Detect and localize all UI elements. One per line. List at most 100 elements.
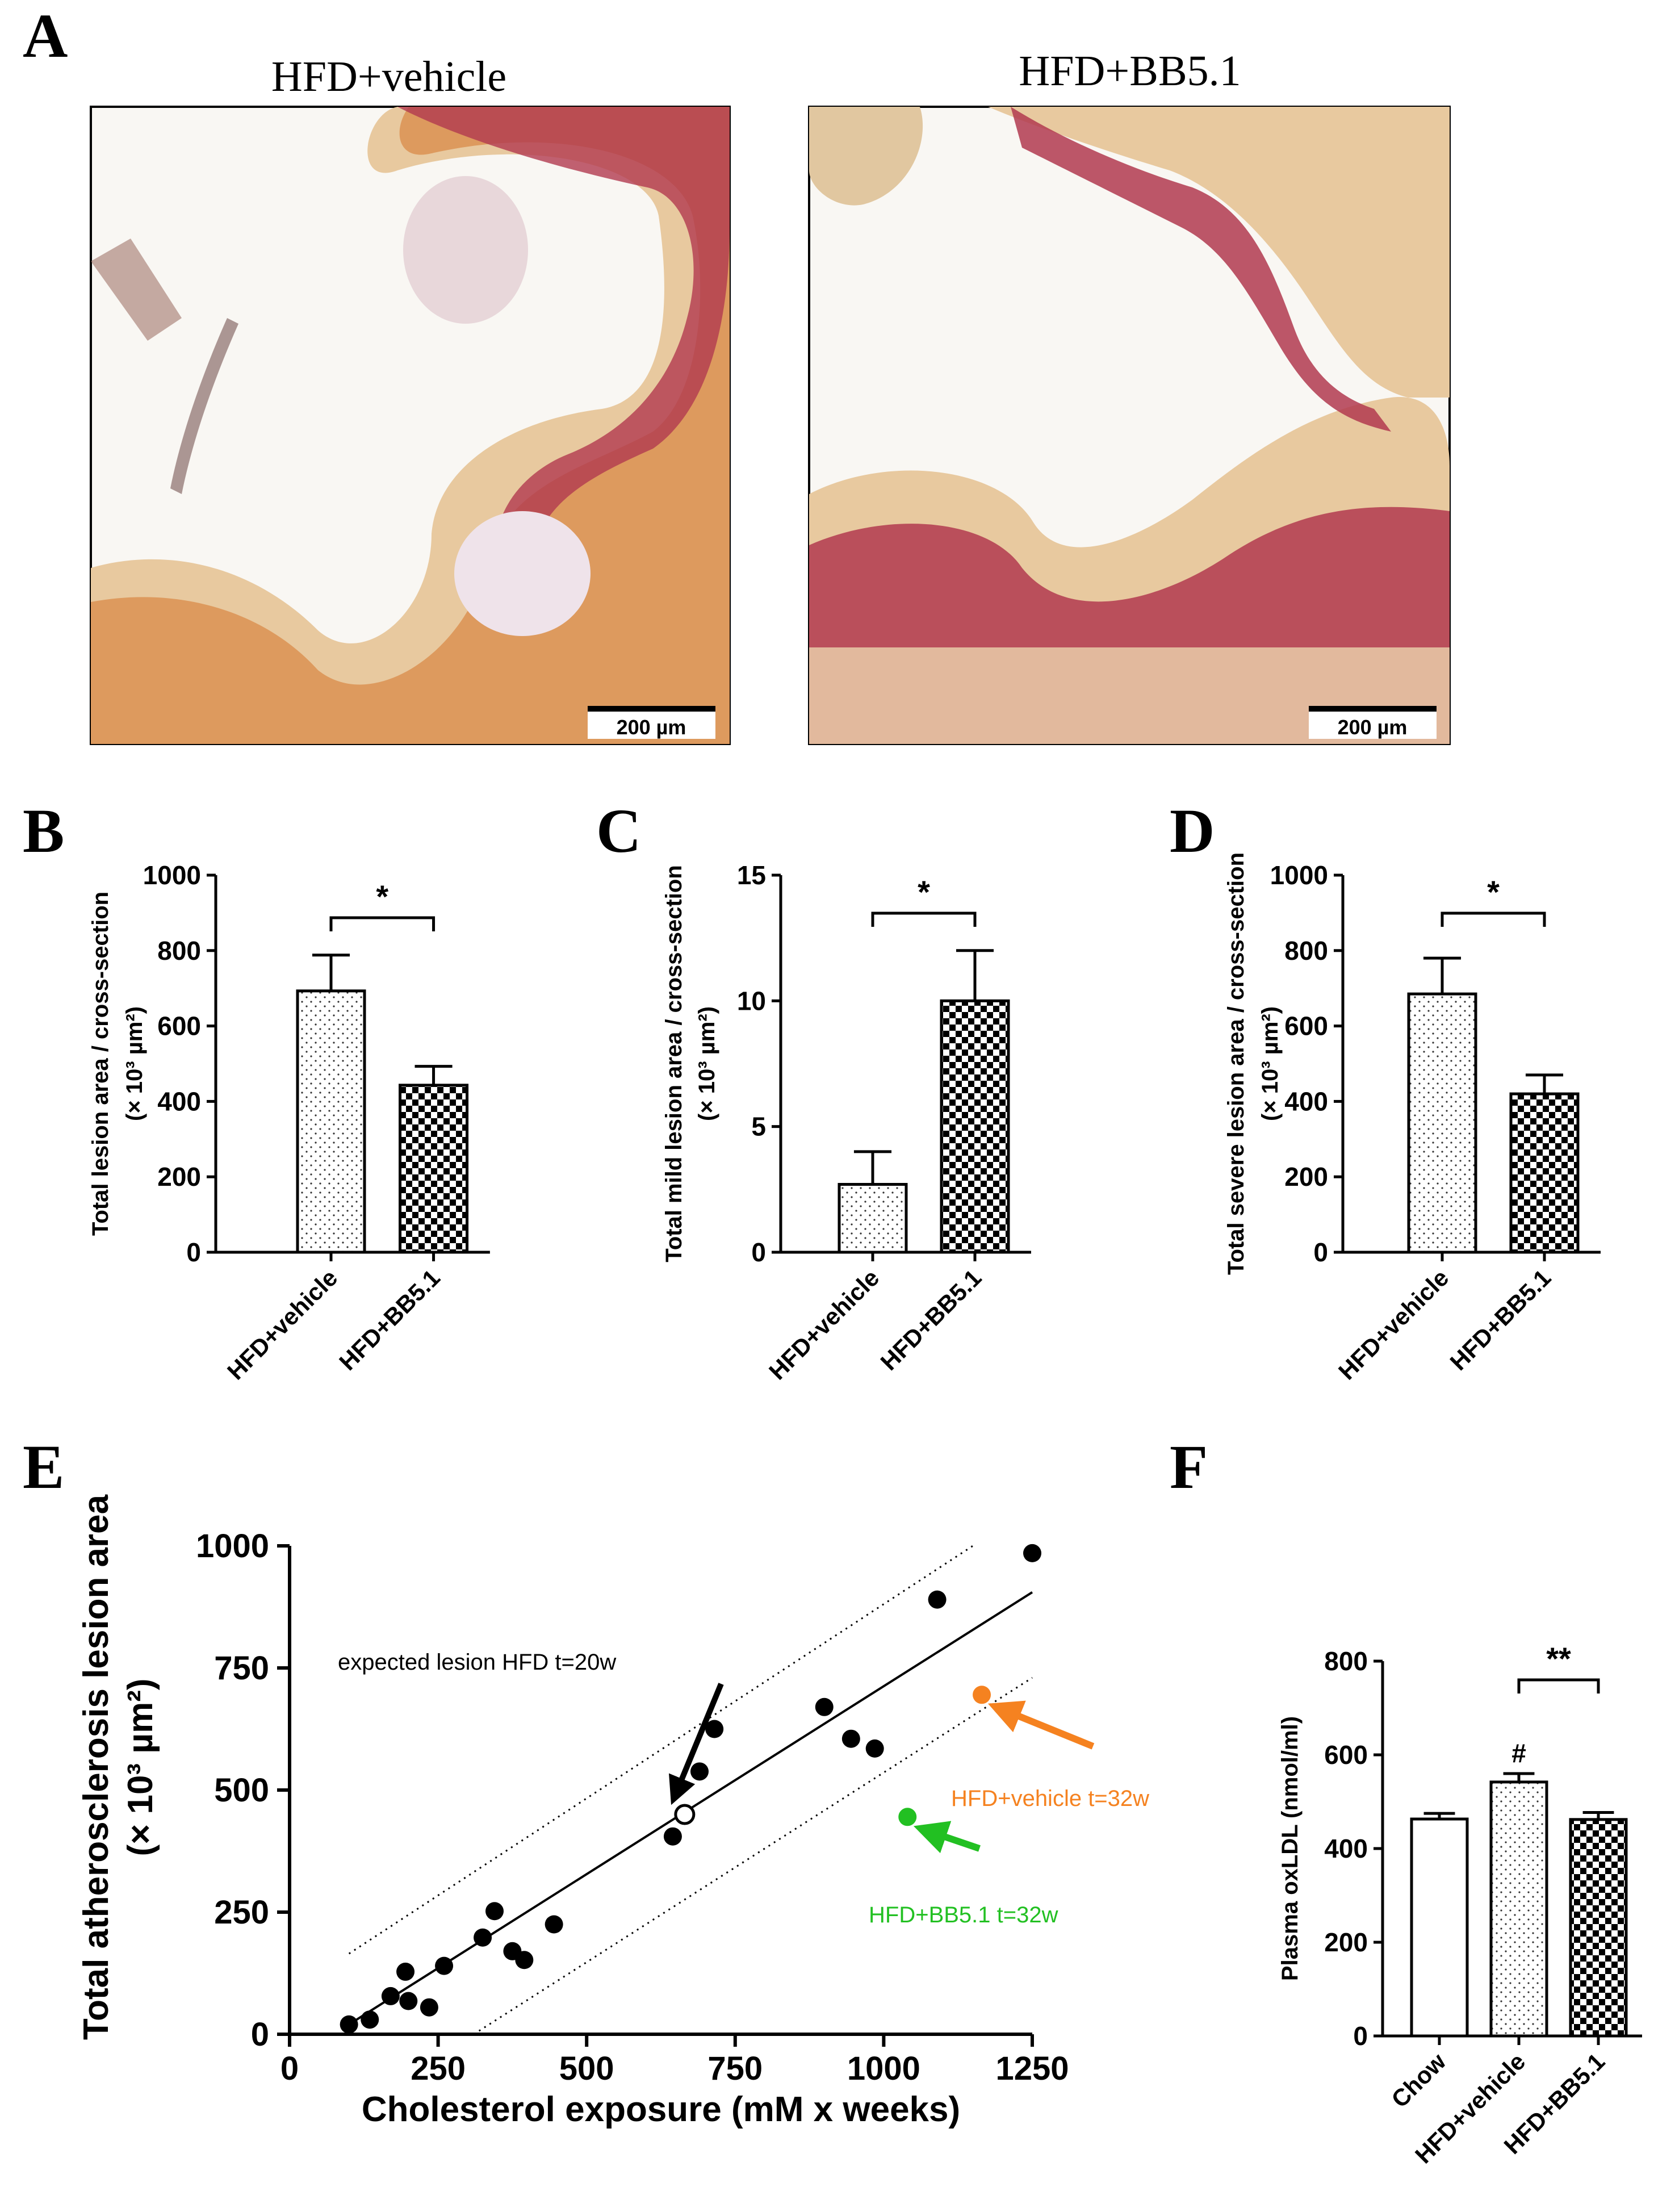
panel-d-letter: D (1170, 796, 1215, 865)
bar (1569, 1818, 1628, 2038)
panel-c-letter: C (596, 796, 641, 865)
panel-b-letter: B (23, 796, 64, 865)
significance-bracket (1441, 911, 1546, 927)
y-tick-label: 0 (1313, 1237, 1328, 1267)
data-point (865, 1739, 884, 1758)
y-axis-label: Total severe lesion area / cross-section (1224, 852, 1249, 1275)
data-point (420, 1998, 438, 2017)
annotation-arrow-expected (668, 1683, 724, 1805)
y-tick-label: 200 (157, 1162, 201, 1191)
significance-bracket (1517, 1678, 1600, 1694)
x-axis-label: Cholesterol exposure (mM x weeks) (362, 2090, 960, 2129)
data-point (515, 1951, 534, 1970)
data-point (841, 1729, 860, 1748)
significance-label: ** (1546, 1641, 1571, 1676)
data-point (381, 1987, 400, 2005)
y-axis-label: Plasma oxLDL (nmol/ml) (1278, 1716, 1303, 1981)
x-tick-label: 1000 (847, 2050, 920, 2087)
y-tick-label: 5 (751, 1112, 766, 1141)
data-point (435, 1956, 454, 1975)
highlight-point-vehicle (973, 1686, 991, 1704)
data-point (1023, 1544, 1041, 1562)
x-tick-label: 1250 (995, 2050, 1069, 2087)
y-tick-label: 600 (1324, 1740, 1368, 1770)
data-point (663, 1827, 682, 1846)
annotation-expected-lesion: expected lesion HFD t=20w (338, 1650, 616, 1675)
x-tick-label: 250 (411, 2050, 466, 2087)
data-point (928, 1590, 947, 1609)
x-tick-label: 0 (280, 2050, 299, 2087)
band-lower-line (473, 1676, 1033, 2035)
chart-panel-b: 0 200 400 600 800 1000 Total lesion area / cro… (88, 860, 490, 1385)
bar (296, 989, 366, 1254)
bar (1489, 1780, 1548, 2038)
histology-image-vehicle: 200 µm (90, 106, 731, 745)
y-axis-unit: (× 10³ µm²) (1258, 1006, 1283, 1121)
significance-bracket (329, 916, 436, 931)
y-tick-label: 750 (214, 1650, 269, 1687)
significance-label: * (918, 874, 930, 910)
y-axis-label: Total mild lesion area / cross-section (661, 865, 686, 1262)
y-tick-label: 200 (1324, 1927, 1368, 1957)
chart-panel-e: 0 250 500 750 1000 0 250 500 750 1000 1250 Choleste… (77, 1494, 1149, 2129)
y-tick-label: 1000 (143, 860, 201, 890)
y-tick-label: 1000 (196, 1528, 269, 1565)
y-tick-label: 10 (737, 986, 766, 1015)
y-tick-label: 600 (1284, 1011, 1328, 1041)
y-tick-label: 800 (1284, 936, 1328, 965)
x-tick-label: 750 (707, 2050, 763, 2087)
annotation-arrow-vehicle (987, 1700, 1095, 1750)
scalebar-label-vehicle: 200 µm (617, 716, 686, 739)
y-tick-label: 0 (251, 2016, 269, 2053)
y-axis-label: Total atherosclerosis lesion area (77, 1494, 116, 2040)
bar (1407, 992, 1477, 1254)
category-label: Chow (1386, 2048, 1451, 2113)
bar (399, 1084, 469, 1254)
y-axis-unit: (× 10³ µm²) (122, 1006, 147, 1121)
y-tick-label: 800 (157, 936, 201, 965)
histology-image-bb51: 200 µm (808, 106, 1451, 745)
scalebar-label-bb51: 200 µm (1338, 716, 1408, 739)
annotation-arrow-bb51 (913, 1821, 981, 1854)
y-tick-label: 400 (1284, 1086, 1328, 1116)
data-point (815, 1697, 834, 1716)
category-label: HFD+BB5.1 (334, 1264, 445, 1375)
y-tick-label: 200 (1284, 1162, 1328, 1191)
category-label: HFD+BB5.1 (1445, 1264, 1556, 1375)
y-tick-label: 400 (157, 1086, 201, 1116)
chart-panel-d: 0 200 400 600 800 1000 Total severe lesion are… (1224, 852, 1601, 1385)
bar (940, 999, 1010, 1254)
y-tick-label: 500 (214, 1772, 269, 1809)
group-mark-label: # (1511, 1738, 1526, 1768)
bar (838, 1182, 908, 1254)
expected-point (674, 1804, 696, 1825)
data-point (545, 1915, 563, 1934)
x-tick-label: 500 (559, 2050, 614, 2087)
bar (1509, 1092, 1580, 1254)
annotation-bb51-label: HFD+BB5.1 t=32w (869, 1902, 1058, 1927)
annotation-vehicle-label: HFD+vehicle t=32w (951, 1786, 1149, 1811)
panel-a-letter: A (23, 1, 68, 70)
y-tick-label: 250 (214, 1894, 269, 1931)
y-tick-label: 0 (186, 1237, 201, 1267)
panel-a: A HFD+vehicle HFD+BB5.1 200 µm (23, 1, 1451, 745)
significance-bracket (871, 911, 977, 927)
y-axis-unit: (× 10³ µm²) (121, 1678, 160, 1856)
data-point (485, 1902, 504, 1921)
category-label: HFD+vehicle (764, 1264, 884, 1385)
image-title-vehicle: HFD+vehicle (271, 53, 506, 101)
significance-label: * (376, 879, 388, 914)
chart-panel-c: 0 5 10 15 Total mild lesion area / cross-sec… (661, 860, 1031, 1385)
significance-label: * (1487, 874, 1500, 910)
category-label: HFD+vehicle (1333, 1264, 1454, 1385)
data-point (396, 1962, 415, 1981)
panel-f-letter: F (1170, 1432, 1208, 1502)
panel-e-letter: E (23, 1432, 64, 1502)
y-axis-unit: (× 10³ µm²) (694, 1006, 719, 1121)
data-point (474, 1928, 492, 1947)
image-title-bb51: HFD+BB5.1 (1019, 47, 1241, 95)
y-tick-label: 600 (157, 1011, 201, 1041)
category-label: HFD+BB5.1 (876, 1264, 987, 1375)
